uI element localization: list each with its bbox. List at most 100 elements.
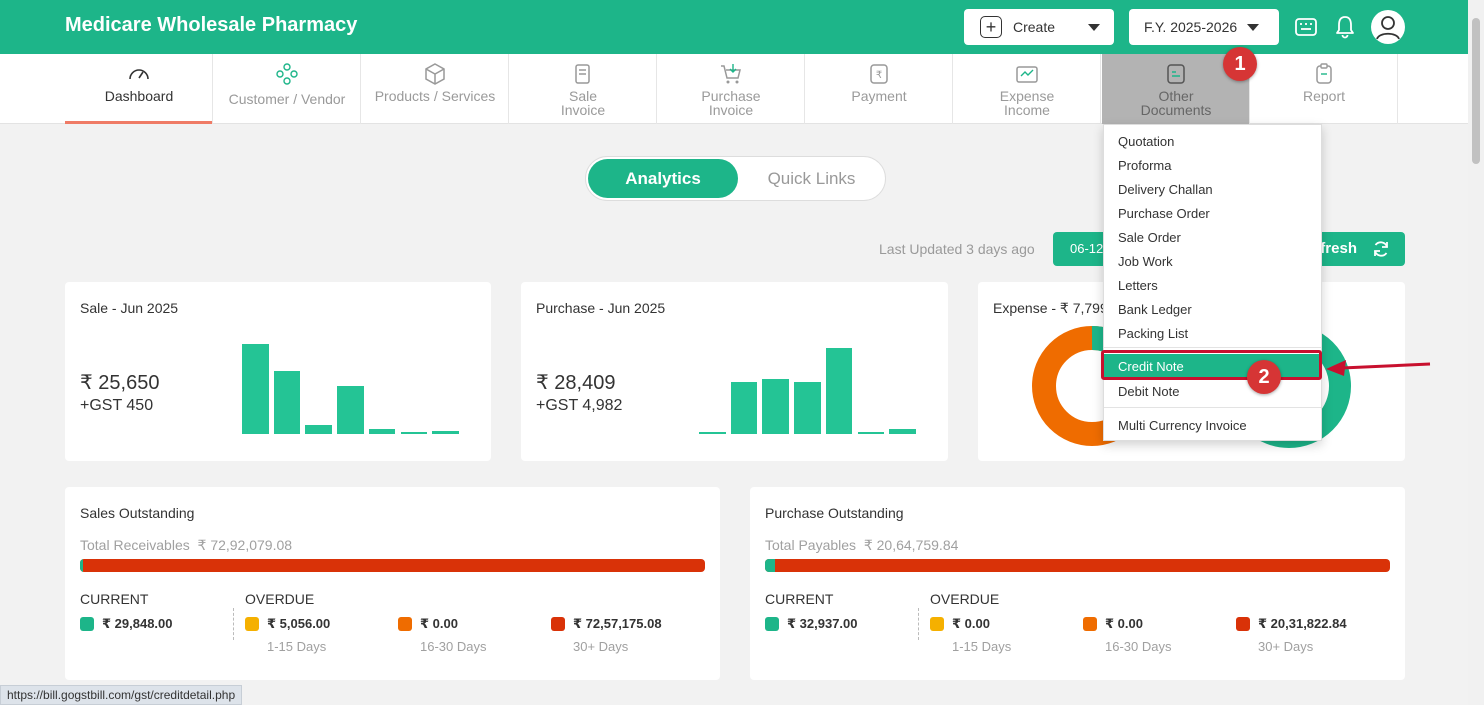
card-title: Sales Outstanding xyxy=(80,505,195,521)
divider xyxy=(918,608,919,640)
nav-label: Products / Services xyxy=(374,88,496,104)
current-portion xyxy=(80,559,83,572)
nav-products-services[interactable]: Products / Services xyxy=(361,54,509,124)
step-badge-1: 1 xyxy=(1223,47,1257,81)
menu-item-letters[interactable]: Letters xyxy=(1118,278,1158,293)
chart-bar xyxy=(368,428,396,434)
current-heading: CURRENT xyxy=(765,591,834,607)
chevron-down-icon xyxy=(1088,23,1100,31)
card-title: Expense - ₹ 7,799 xyxy=(993,300,1108,316)
menu-item-delivery-challan[interactable]: Delivery Challan xyxy=(1118,182,1213,197)
bucket-range: 16-30 Days xyxy=(1105,639,1172,654)
current-amount: ₹ 29,848.00 xyxy=(80,616,173,632)
brand-title: Medicare Wholesale Pharmacy xyxy=(65,14,358,36)
refresh-icon xyxy=(1374,241,1388,257)
chart-bar xyxy=(699,432,726,434)
page-scrollbar[interactable] xyxy=(1468,0,1484,705)
receivables-progress xyxy=(80,559,705,572)
current-heading: CURRENT xyxy=(80,591,149,607)
speedometer-icon xyxy=(129,69,149,80)
sale-gst: +GST 450 xyxy=(80,397,154,414)
user-icon xyxy=(1376,16,1400,40)
menu-item-multi-currency-invoice[interactable]: Multi Currency Invoice xyxy=(1118,418,1247,433)
nav-label: Other Documents xyxy=(1140,88,1212,118)
menu-item-job-work[interactable]: Job Work xyxy=(1118,254,1173,269)
wallet-icon xyxy=(1016,66,1038,83)
menu-item-packing-list[interactable]: Packing List xyxy=(1118,326,1189,341)
menu-item-quotation[interactable]: Quotation xyxy=(1118,134,1175,149)
bucket-1-15-amount: ₹ 5,056.00 xyxy=(245,616,330,632)
menu-item-debit-note[interactable]: Debit Note xyxy=(1118,384,1180,399)
other-documents-menu: Quotation Proforma Delivery Challan Purc… xyxy=(1103,124,1322,441)
purchase-bar-chart xyxy=(699,348,921,434)
clipboard-icon xyxy=(1316,63,1332,84)
cart-icon xyxy=(721,64,741,84)
create-button[interactable]: + Create xyxy=(964,9,1114,45)
sale-card[interactable]: Sale - Jun 2025 ₹ 25,650 +GST 450 xyxy=(65,282,491,461)
bucket-1-15-amount: ₹ 0.00 xyxy=(930,616,990,632)
current-portion xyxy=(765,559,775,572)
nav-label: Purchase Invoice xyxy=(701,88,761,118)
chart-bar xyxy=(825,348,853,434)
users-icon xyxy=(276,63,298,85)
plus-icon: + xyxy=(980,16,1002,38)
purchase-outstanding-card[interactable]: Purchase Outstanding Total Payables ₹ 20… xyxy=(750,487,1405,680)
total-payables: Total Payables ₹ 20,64,759.84 xyxy=(765,537,959,553)
top-bar: Medicare Wholesale Pharmacy + Create F.Y… xyxy=(0,0,1468,54)
menu-item-credit-note[interactable]: Credit Note xyxy=(1104,354,1321,379)
card-title: Sale - Jun 2025 xyxy=(80,300,179,316)
chart-bar xyxy=(857,432,885,434)
scroll-thumb[interactable] xyxy=(1472,18,1480,164)
bucket-30-plus-amount: ₹ 20,31,822.84 xyxy=(1236,616,1347,632)
view-toggle: Analytics Quick Links xyxy=(585,156,886,201)
bucket-16-30-amount: ₹ 0.00 xyxy=(398,616,458,632)
bucket-range: 30+ Days xyxy=(1258,639,1314,654)
bucket-range: 16-30 Days xyxy=(420,639,487,654)
financial-year-select[interactable]: F.Y. 2025-2026 xyxy=(1129,9,1279,45)
menu-item-proforma[interactable]: Proforma xyxy=(1118,158,1172,173)
nav-purchase-invoice[interactable]: Purchase Invoice xyxy=(657,54,805,124)
chart-bar xyxy=(400,432,428,434)
nav-dashboard[interactable]: Dashboard xyxy=(65,54,213,124)
tab-analytics[interactable]: Analytics xyxy=(588,159,738,198)
bucket-16-30-amount: ₹ 0.00 xyxy=(1083,616,1143,632)
menu-item-sale-order[interactable]: Sale Order xyxy=(1118,230,1181,245)
menu-divider xyxy=(1104,347,1321,348)
menu-divider xyxy=(1104,407,1321,408)
tab-quick-links[interactable]: Quick Links xyxy=(767,168,856,188)
chart-bar xyxy=(762,378,790,434)
nav-payment[interactable]: ₹ Payment xyxy=(805,54,953,124)
bell-icon[interactable] xyxy=(1332,14,1358,40)
nav-report[interactable]: Report xyxy=(1250,54,1398,124)
chart-bar xyxy=(432,431,459,434)
card-title: Purchase Outstanding xyxy=(765,505,904,521)
nav-label: Sale Invoice xyxy=(560,88,606,118)
menu-item-bank-ledger[interactable]: Bank Ledger xyxy=(1118,302,1192,317)
card-title: Purchase - Jun 2025 xyxy=(536,300,666,316)
nav-expense-income[interactable]: Expense Income xyxy=(953,54,1101,124)
nav-label: Customer / Vendor xyxy=(228,91,346,107)
invoice-icon xyxy=(575,64,590,84)
chart-bar xyxy=(794,381,821,434)
last-updated-text: Last Updated 3 days ago xyxy=(879,241,1035,257)
nav-customer-vendor[interactable]: Customer / Vendor xyxy=(213,54,361,124)
menu-item-purchase-order[interactable]: Purchase Order xyxy=(1118,206,1210,221)
chart-bar xyxy=(305,425,333,434)
bucket-range: 30+ Days xyxy=(573,639,629,654)
refresh-label: efresh xyxy=(1311,240,1357,257)
rupee-receipt-icon: ₹ xyxy=(870,64,888,84)
highlight-box xyxy=(1101,350,1322,380)
chevron-down-icon xyxy=(1247,23,1259,31)
nav-sale-invoice[interactable]: Sale Invoice xyxy=(509,54,657,124)
nav-label: Payment xyxy=(851,88,907,104)
chart-bar xyxy=(273,371,301,434)
purchase-card[interactable]: Purchase - Jun 2025 ₹ 28,409 +GST 4,982 xyxy=(521,282,948,461)
financial-year-label: F.Y. 2025-2026 xyxy=(1144,19,1238,35)
user-avatar[interactable] xyxy=(1371,10,1405,44)
sale-bar-chart xyxy=(242,344,464,434)
sales-outstanding-card[interactable]: Sales Outstanding Total Receivables ₹ 72… xyxy=(65,487,720,680)
keyboard-icon[interactable] xyxy=(1293,14,1319,40)
divider xyxy=(233,608,234,640)
bucket-30-plus-amount: ₹ 72,57,175.08 xyxy=(551,616,662,632)
box-icon xyxy=(425,63,445,85)
